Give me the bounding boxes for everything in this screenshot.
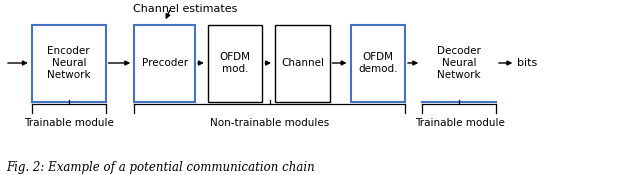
Text: Channel: Channel (281, 58, 324, 68)
Text: Channel estimates: Channel estimates (133, 4, 238, 14)
Text: Precoder: Precoder (141, 58, 188, 68)
Bar (351, 25, 405, 101)
Bar (32, 25, 106, 101)
Text: Decoder
Neural
Network: Decoder Neural Network (437, 46, 481, 80)
Text: Trainable module: Trainable module (415, 118, 504, 128)
Text: OFDM
demod.: OFDM demod. (358, 52, 397, 74)
Bar (134, 25, 195, 101)
Text: OFDM
mod.: OFDM mod. (220, 52, 251, 74)
Text: Fig. 2: Example of a potential communication chain: Fig. 2: Example of a potential communica… (6, 161, 315, 174)
Bar (275, 25, 330, 101)
Text: bits: bits (517, 58, 538, 68)
Text: Trainable module: Trainable module (24, 118, 114, 128)
Text: Encoder
Neural
Network: Encoder Neural Network (47, 46, 91, 80)
Bar (208, 25, 262, 101)
Text: Non-trainable modules: Non-trainable modules (211, 118, 330, 128)
